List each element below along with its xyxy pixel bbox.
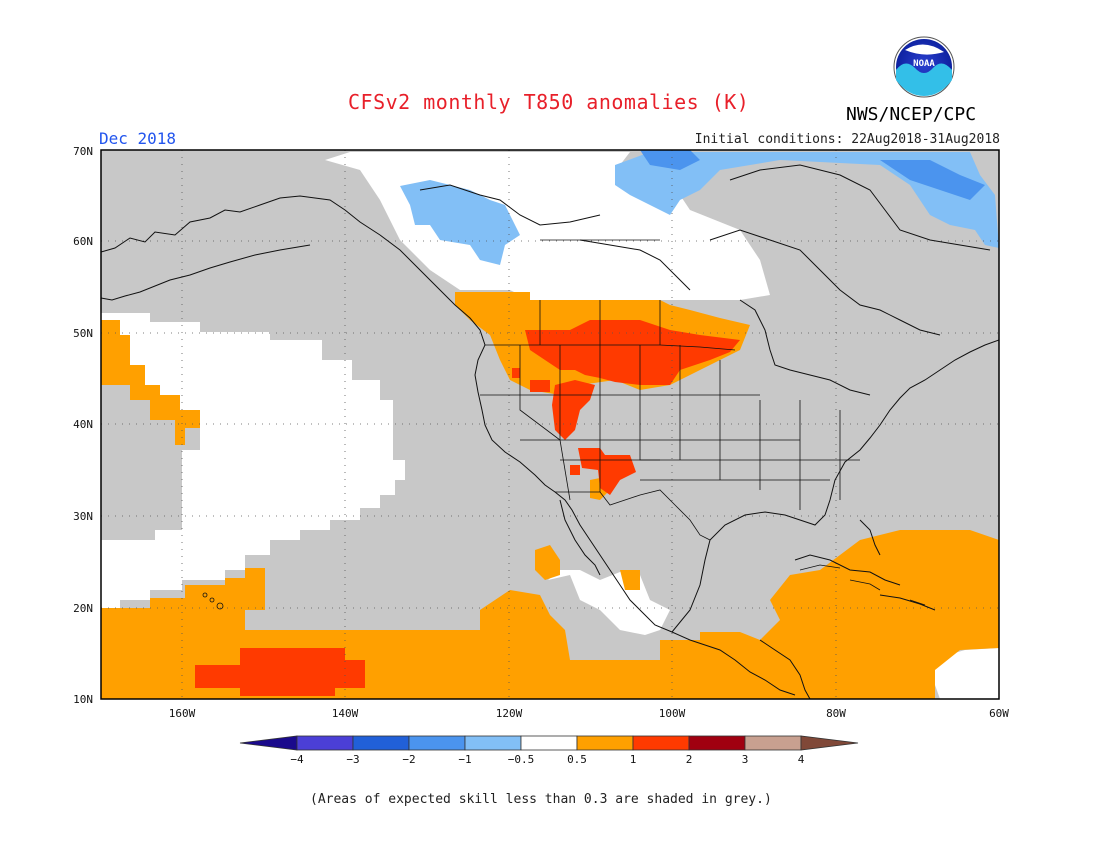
legend-arrow-low: [239, 735, 298, 751]
legend-swatch: [576, 735, 634, 751]
lat-label: 30N: [73, 510, 93, 523]
coastlines: [101, 164, 999, 699]
lat-label: 50N: [73, 327, 93, 340]
lat-label: 20N: [73, 602, 93, 615]
political-borders: [480, 239, 860, 541]
legend-swatch: [296, 735, 354, 751]
legend-swatch: [352, 735, 410, 751]
legend-label: −2: [402, 753, 415, 766]
cold-anomaly-regions: [400, 150, 999, 265]
lat-label: 40N: [73, 418, 93, 431]
axis-labels: 70N 60N 50N 40N 30N 20N 10N 160W 140W 12…: [73, 145, 1009, 720]
legend-label: −1: [458, 753, 471, 766]
lon-label: 120W: [496, 707, 523, 720]
legend-label: −4: [290, 753, 304, 766]
legend-swatch: [744, 735, 802, 751]
legend-swatch: [408, 735, 466, 751]
lat-label: 60N: [73, 235, 93, 248]
lon-label: 80W: [826, 707, 846, 720]
lon-label: 100W: [659, 707, 686, 720]
skill-footnote: (Areas of expected skill less than 0.3 a…: [310, 792, 772, 807]
legend-label: 2: [686, 753, 693, 766]
legend-label: 3: [742, 753, 749, 766]
legend-swatch: [464, 735, 522, 751]
legend-label: −3: [346, 753, 359, 766]
lon-label: 140W: [332, 707, 359, 720]
map-frame: [100, 149, 1000, 700]
legend-label: −0.5: [508, 753, 535, 766]
initial-conditions-label: Initial conditions: 22Aug2018-31Aug2018: [694, 132, 1000, 147]
graticule: [101, 150, 999, 699]
map-title: CFSv2 monthly T850 anomalies (K): [348, 90, 750, 114]
islands: [202, 564, 926, 610]
lon-label: 160W: [169, 707, 196, 720]
noaa-logo-icon: NOAA: [893, 36, 955, 98]
map-area: [101, 150, 999, 699]
lon-label: 60W: [989, 707, 1009, 720]
legend-label: 4: [798, 753, 805, 766]
agency-label: NWS/NCEP/CPC: [846, 104, 977, 125]
legend-label: 0.5: [567, 753, 587, 766]
legend-label: 1: [630, 753, 637, 766]
legend-arrow-high: [800, 735, 859, 751]
lat-label: 10N: [73, 693, 93, 706]
valid-month-label: Dec 2018: [99, 129, 177, 148]
lat-label: 70N: [73, 145, 93, 158]
legend-swatch: [632, 735, 690, 751]
logo-text: NOAA: [913, 59, 935, 69]
legend-swatch: [688, 735, 746, 751]
color-legend: −4 −3 −2 −1 −0.5 0.5 1 2 3 4: [239, 735, 859, 766]
legend-swatch: [520, 735, 578, 751]
